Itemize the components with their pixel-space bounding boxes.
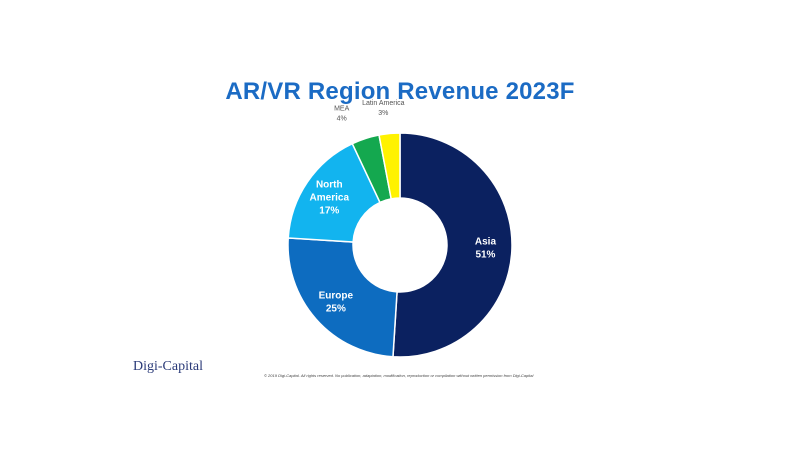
slice-labels: Asia 51% Europe 25% North America 17% MEA 4% Lati… — [310, 100, 497, 315]
donut-slices — [287, 132, 513, 358]
chart-title: AR/VR Region Revenue 2023F — [225, 78, 575, 105]
label-europe: Europe 25% — [319, 291, 354, 315]
label-mea: MEA 4% — [334, 106, 350, 123]
label-latin-america: Latin America 3% — [362, 100, 405, 117]
slice-north-america — [287, 142, 381, 243]
slice-europe — [287, 237, 398, 358]
label-north-america: North America 17% — [310, 179, 350, 216]
copyright-notice: © 2019 Digi-Capital. All rights reserved… — [264, 373, 534, 378]
label-asia: Asia 51% — [475, 237, 497, 261]
slice-latin-america — [378, 132, 401, 200]
digi-capital-logo: Digi-Capital — [133, 359, 203, 374]
slice-asia — [392, 132, 513, 358]
